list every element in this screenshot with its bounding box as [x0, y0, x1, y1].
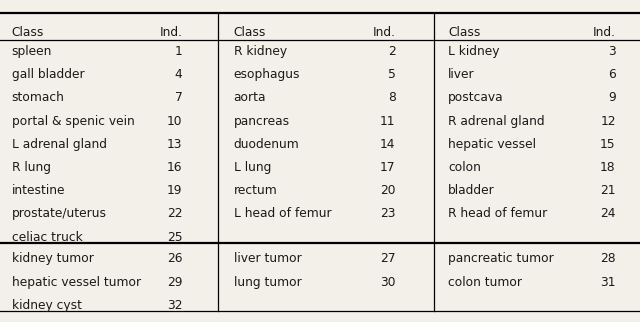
- Text: R head of femur: R head of femur: [448, 207, 547, 220]
- Text: 4: 4: [175, 68, 182, 81]
- Text: 17: 17: [380, 161, 396, 174]
- Text: 3: 3: [608, 45, 616, 58]
- Text: 8: 8: [388, 91, 396, 104]
- Text: colon tumor: colon tumor: [448, 276, 522, 289]
- Text: hepatic vessel: hepatic vessel: [448, 138, 536, 151]
- Text: 20: 20: [380, 184, 396, 197]
- Text: 7: 7: [175, 91, 182, 104]
- Text: 18: 18: [600, 161, 616, 174]
- Text: 29: 29: [167, 276, 182, 289]
- Text: 11: 11: [380, 115, 396, 128]
- Text: 31: 31: [600, 276, 616, 289]
- Text: 14: 14: [380, 138, 396, 151]
- Text: Class: Class: [234, 26, 266, 39]
- Text: 22: 22: [167, 207, 182, 220]
- Text: intestine: intestine: [12, 184, 65, 197]
- Text: R kidney: R kidney: [234, 45, 287, 58]
- Text: 27: 27: [380, 252, 396, 265]
- Text: L head of femur: L head of femur: [234, 207, 332, 220]
- Text: pancreas: pancreas: [234, 115, 290, 128]
- Text: 24: 24: [600, 207, 616, 220]
- Text: R lung: R lung: [12, 161, 51, 174]
- Text: 15: 15: [600, 138, 616, 151]
- Text: 5: 5: [388, 68, 396, 81]
- Text: 19: 19: [167, 184, 182, 197]
- Text: gall bladder: gall bladder: [12, 68, 84, 81]
- Text: 26: 26: [167, 252, 182, 265]
- Text: aorta: aorta: [234, 91, 266, 104]
- Text: Ind.: Ind.: [159, 26, 182, 39]
- Text: L kidney: L kidney: [448, 45, 499, 58]
- Text: 1: 1: [175, 45, 182, 58]
- Text: L adrenal gland: L adrenal gland: [12, 138, 106, 151]
- Text: 13: 13: [167, 138, 182, 151]
- Text: 32: 32: [167, 299, 182, 312]
- Text: 16: 16: [167, 161, 182, 174]
- Text: lung tumor: lung tumor: [234, 276, 301, 289]
- Text: 28: 28: [600, 252, 616, 265]
- Text: spleen: spleen: [12, 45, 52, 58]
- Text: 9: 9: [608, 91, 616, 104]
- Text: kidney cyst: kidney cyst: [12, 299, 81, 312]
- Text: 30: 30: [380, 276, 396, 289]
- Text: 6: 6: [608, 68, 616, 81]
- Text: prostate/uterus: prostate/uterus: [12, 207, 106, 220]
- Text: celiac truck: celiac truck: [12, 231, 83, 243]
- Text: 10: 10: [167, 115, 182, 128]
- Text: 2: 2: [388, 45, 396, 58]
- Text: esophagus: esophagus: [234, 68, 300, 81]
- Text: bladder: bladder: [448, 184, 495, 197]
- Text: duodenum: duodenum: [234, 138, 300, 151]
- Text: colon: colon: [448, 161, 481, 174]
- Text: hepatic vessel tumor: hepatic vessel tumor: [12, 276, 141, 289]
- Text: rectum: rectum: [234, 184, 277, 197]
- Text: 12: 12: [600, 115, 616, 128]
- Text: Class: Class: [12, 26, 44, 39]
- Text: Class: Class: [448, 26, 481, 39]
- Text: R adrenal gland: R adrenal gland: [448, 115, 545, 128]
- Text: 21: 21: [600, 184, 616, 197]
- Text: 25: 25: [167, 231, 182, 243]
- Text: stomach: stomach: [12, 91, 65, 104]
- Text: Ind.: Ind.: [372, 26, 396, 39]
- Text: pancreatic tumor: pancreatic tumor: [448, 252, 554, 265]
- Text: portal & spenic vein: portal & spenic vein: [12, 115, 134, 128]
- Text: 23: 23: [380, 207, 396, 220]
- Text: L lung: L lung: [234, 161, 271, 174]
- Text: liver tumor: liver tumor: [234, 252, 301, 265]
- Text: postcava: postcava: [448, 91, 504, 104]
- Text: kidney tumor: kidney tumor: [12, 252, 93, 265]
- Text: liver: liver: [448, 68, 475, 81]
- Text: Ind.: Ind.: [593, 26, 616, 39]
